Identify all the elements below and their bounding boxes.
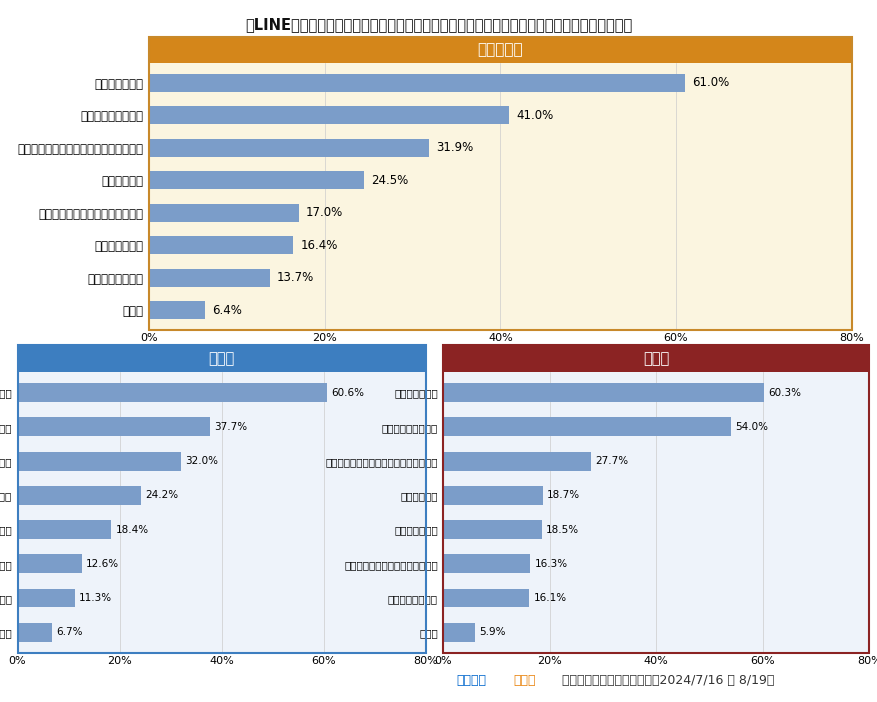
Bar xyxy=(18,589,75,607)
Bar xyxy=(149,204,298,222)
Text: 24.5%: 24.5% xyxy=(371,174,408,187)
Text: 60.6%: 60.6% xyxy=(331,388,363,397)
Bar xyxy=(149,139,429,157)
Text: 6.4%: 6.4% xyxy=(212,304,242,317)
Text: 61.0%: 61.0% xyxy=(691,77,728,89)
Text: 18.7%: 18.7% xyxy=(546,490,580,501)
Text: キッズ: キッズ xyxy=(513,673,536,687)
Text: ニフティ: ニフティ xyxy=(456,673,486,687)
Text: 27.7%: 27.7% xyxy=(595,456,628,466)
Bar xyxy=(149,106,509,124)
Bar xyxy=(18,383,326,402)
Bar xyxy=(149,171,364,190)
Bar xyxy=(149,301,205,319)
Bar xyxy=(149,269,269,287)
Bar xyxy=(443,451,590,470)
Text: 31.9%: 31.9% xyxy=(436,141,473,154)
Bar xyxy=(443,555,530,574)
Bar xyxy=(18,623,52,642)
Bar xyxy=(18,486,141,505)
Text: 調べ（アンケート実施期間：2024/7/16 ～ 8/19）: 調べ（アンケート実施期間：2024/7/16 ～ 8/19） xyxy=(557,673,773,687)
Bar xyxy=(443,418,730,436)
Text: 全体グラフ: 全体グラフ xyxy=(477,42,523,58)
Text: 24.2%: 24.2% xyxy=(145,490,178,501)
Bar xyxy=(149,237,293,254)
Text: 41.0%: 41.0% xyxy=(516,109,553,121)
Bar xyxy=(443,623,474,642)
Text: 17.0%: 17.0% xyxy=(305,206,342,219)
Bar xyxy=(443,486,542,505)
Text: 12.6%: 12.6% xyxy=(86,559,119,569)
Text: 11.3%: 11.3% xyxy=(79,593,112,603)
Text: 60.3%: 60.3% xyxy=(767,388,801,397)
Text: 》LINEを選んだ人へ「メッセージ上で会話を終わらせたいときはどうしてる？　（複数選択）: 》LINEを選んだ人へ「メッセージ上で会話を終わらせたいときはどうしてる？ （複… xyxy=(245,18,632,32)
Text: 37.7%: 37.7% xyxy=(214,422,247,432)
Text: 18.5%: 18.5% xyxy=(545,524,579,535)
Bar xyxy=(18,555,82,574)
Bar xyxy=(149,74,684,92)
Text: 13.7%: 13.7% xyxy=(276,272,313,284)
Text: 6.7%: 6.7% xyxy=(56,628,82,637)
Bar xyxy=(443,383,764,402)
Text: 16.4%: 16.4% xyxy=(300,239,338,252)
Bar xyxy=(443,589,529,607)
Text: 54.0%: 54.0% xyxy=(734,422,767,432)
Text: 小学生: 小学生 xyxy=(209,351,234,366)
Text: 16.1%: 16.1% xyxy=(532,593,566,603)
Bar xyxy=(18,520,111,539)
Text: 5.9%: 5.9% xyxy=(479,628,505,637)
Text: 16.3%: 16.3% xyxy=(534,559,567,569)
Text: 中学生: 中学生 xyxy=(643,351,668,366)
Text: 32.0%: 32.0% xyxy=(185,456,217,466)
Bar xyxy=(443,520,541,539)
Bar xyxy=(18,418,210,436)
Bar xyxy=(18,451,181,470)
Text: 18.4%: 18.4% xyxy=(116,524,148,535)
